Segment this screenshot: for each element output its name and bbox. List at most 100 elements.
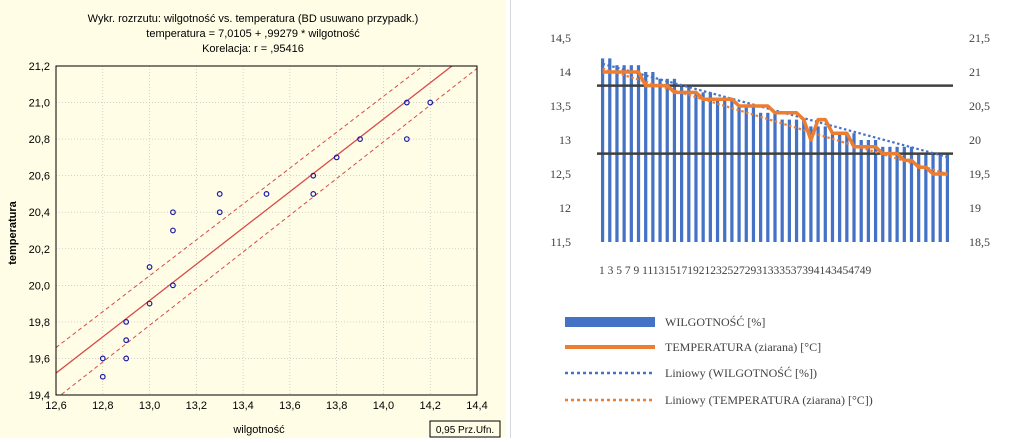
- y-tick-label: 20,8: [29, 134, 50, 146]
- right-axis-tick-label: 20: [969, 133, 981, 147]
- chart-title-line-2: temperatura = 7,0105 + ,99279 * wilgotno…: [146, 28, 360, 40]
- scatter-point: [170, 209, 176, 216]
- scatter-point: [263, 191, 270, 197]
- scatter-point: [99, 355, 106, 362]
- humidity-bar: [737, 106, 741, 242]
- left-axis-tick-label: 13,5: [550, 99, 571, 113]
- humidity-bar: [773, 112, 777, 242]
- scatter-point: [170, 227, 176, 234]
- temperature-line: [602, 70, 948, 176]
- x-tick-label: 13,6: [279, 400, 300, 412]
- y-tick-label: 21,2: [29, 61, 50, 73]
- y-tick-label: 21,0: [29, 98, 50, 110]
- y-tick-label: 19,8: [29, 317, 50, 329]
- legend-humidity-swatch: [565, 317, 655, 327]
- humidity-bar: [608, 58, 612, 243]
- humidity-bar: [838, 133, 842, 242]
- x-tick-label: 14,4: [466, 400, 487, 412]
- humidity-bar: [845, 133, 849, 242]
- lower-confidence-line: [59, 68, 477, 395]
- humidity-bar: [917, 153, 921, 242]
- left-axis-tick-label: 12,5: [550, 167, 571, 181]
- upper-confidence-line: [56, 66, 424, 348]
- humidity-bar: [751, 106, 756, 242]
- temperature-line-group: [602, 70, 948, 176]
- scatter-chart-panel: Wykr. rozrzutu: wilgotność vs. temperatu…: [0, 0, 506, 438]
- bar-line-combo-chart: 11,5 12 12,5 13 13,5 14 14,5 18,5 19 19,5 20 20,5 2…: [550, 31, 990, 407]
- x-tick-label: 12,8: [92, 400, 113, 412]
- legend-temperature-trend-label: Liniowy (TEMPERATURA (ziarana) [°C]): [665, 393, 873, 407]
- scatter-point: [427, 99, 434, 106]
- y-tick-labels: 19,4 19,6 19,8 20,0 20,2 20,4 20,6 20,8 21,0 21,2: [29, 61, 50, 402]
- humidity-bar: [873, 140, 878, 242]
- scatter-point: [123, 318, 130, 325]
- right-axis-tick-label: 21,5: [969, 31, 990, 45]
- y-axis-label: temperatura: [7, 200, 19, 264]
- humidity-bar: [766, 112, 770, 242]
- scatter-point: [99, 373, 106, 380]
- left-axis-tick-label: 13: [559, 133, 571, 147]
- left-axis-tick-label: 14,5: [550, 31, 571, 45]
- humidity-bar: [715, 99, 720, 242]
- scatter-point: [310, 172, 317, 179]
- humidity-bar: [830, 133, 835, 242]
- y-tick-label: 19,4: [29, 390, 50, 402]
- humidity-bar: [687, 85, 691, 242]
- x-tick-label: 13,8: [326, 400, 347, 412]
- humidity-bar: [895, 146, 899, 242]
- humidity-bar: [672, 78, 677, 242]
- scatter-chart: Wykr. rozrzutu: wilgotność vs. temperatu…: [7, 13, 501, 438]
- legend-humidity-label: WILGOTNOŚĆ [%]: [665, 315, 765, 329]
- y-tick-label: 20,0: [29, 280, 50, 292]
- scatter-point: [216, 191, 223, 197]
- humidity-bar: [679, 85, 684, 242]
- y-tick-label: 19,6: [29, 353, 50, 365]
- x-axis-label: wilgotność: [232, 424, 285, 436]
- humidity-bar: [744, 106, 748, 242]
- humidity-bar: [600, 58, 605, 243]
- x-tick-label: 14,2: [420, 400, 441, 412]
- right-axis-labels: 18,5 19 19,5 20 20,5 21 21,5: [969, 31, 990, 249]
- right-axis-tick-label: 21: [969, 65, 981, 79]
- chart-title-line-3: Korelacja: r = ,95416: [202, 43, 304, 55]
- confidence-legend-box: [429, 420, 501, 438]
- chart-title-line-1: Wykr. rozrzutu: wilgotność vs. temperatu…: [88, 13, 419, 25]
- scatter-point: [146, 264, 153, 270]
- left-axis-tick-label: 14: [559, 65, 571, 79]
- humidity-bar: [945, 153, 950, 242]
- humidity-bar: [701, 92, 705, 243]
- scatter-point: [216, 209, 223, 216]
- x-tick-label: 13,0: [139, 400, 160, 412]
- humidity-bar: [723, 99, 727, 242]
- right-axis-tick-label: 20,5: [969, 99, 990, 113]
- humidity-bar: [730, 99, 734, 242]
- humidity-bar: [787, 119, 791, 242]
- humidity-bar: [708, 92, 712, 243]
- humidity-bar: [780, 119, 784, 242]
- scatter-points: [99, 99, 434, 380]
- x-tick-labels: 12,6 12,8 13,0 13,2 13,4 13,6 13,8 14,0 14,2 14,4: [45, 400, 487, 412]
- humidity-bar: [881, 146, 885, 242]
- scatter-point: [310, 191, 317, 197]
- humidity-bar: [931, 153, 935, 242]
- legend-temperature-label: TEMPERATURA (ziarana) [°C]: [665, 340, 821, 354]
- humidity-bar: [665, 78, 669, 242]
- humidity-bar: [759, 112, 763, 242]
- x-tick-label: 14,0: [373, 400, 394, 412]
- humidity-bar: [816, 126, 820, 242]
- left-axis-tick-label: 12: [559, 201, 571, 215]
- confidence-bands: [56, 66, 477, 395]
- scatter-point: [123, 355, 130, 362]
- legend-humidity-trend-label: Liniowy (WILGOTNOŚĆ [%]): [665, 366, 817, 380]
- humidity-bar: [823, 126, 827, 242]
- scatter-point: [146, 300, 153, 307]
- humidity-bar: [651, 72, 655, 242]
- combo-chart-panel: 11,5 12 12,5 13 13,5 14 14,5 18,5 19 19,5 20 20,5 2…: [510, 0, 1014, 438]
- left-axis-tick-label: 11,5: [550, 235, 571, 249]
- humidity-bar: [802, 119, 806, 242]
- y-tick-label: 20,2: [29, 244, 50, 256]
- scatter-point: [403, 99, 410, 106]
- x-tick-label: 13,2: [186, 400, 207, 412]
- x-tick-label: 12,6: [45, 400, 66, 412]
- right-axis-tick-label: 19,5: [969, 167, 990, 181]
